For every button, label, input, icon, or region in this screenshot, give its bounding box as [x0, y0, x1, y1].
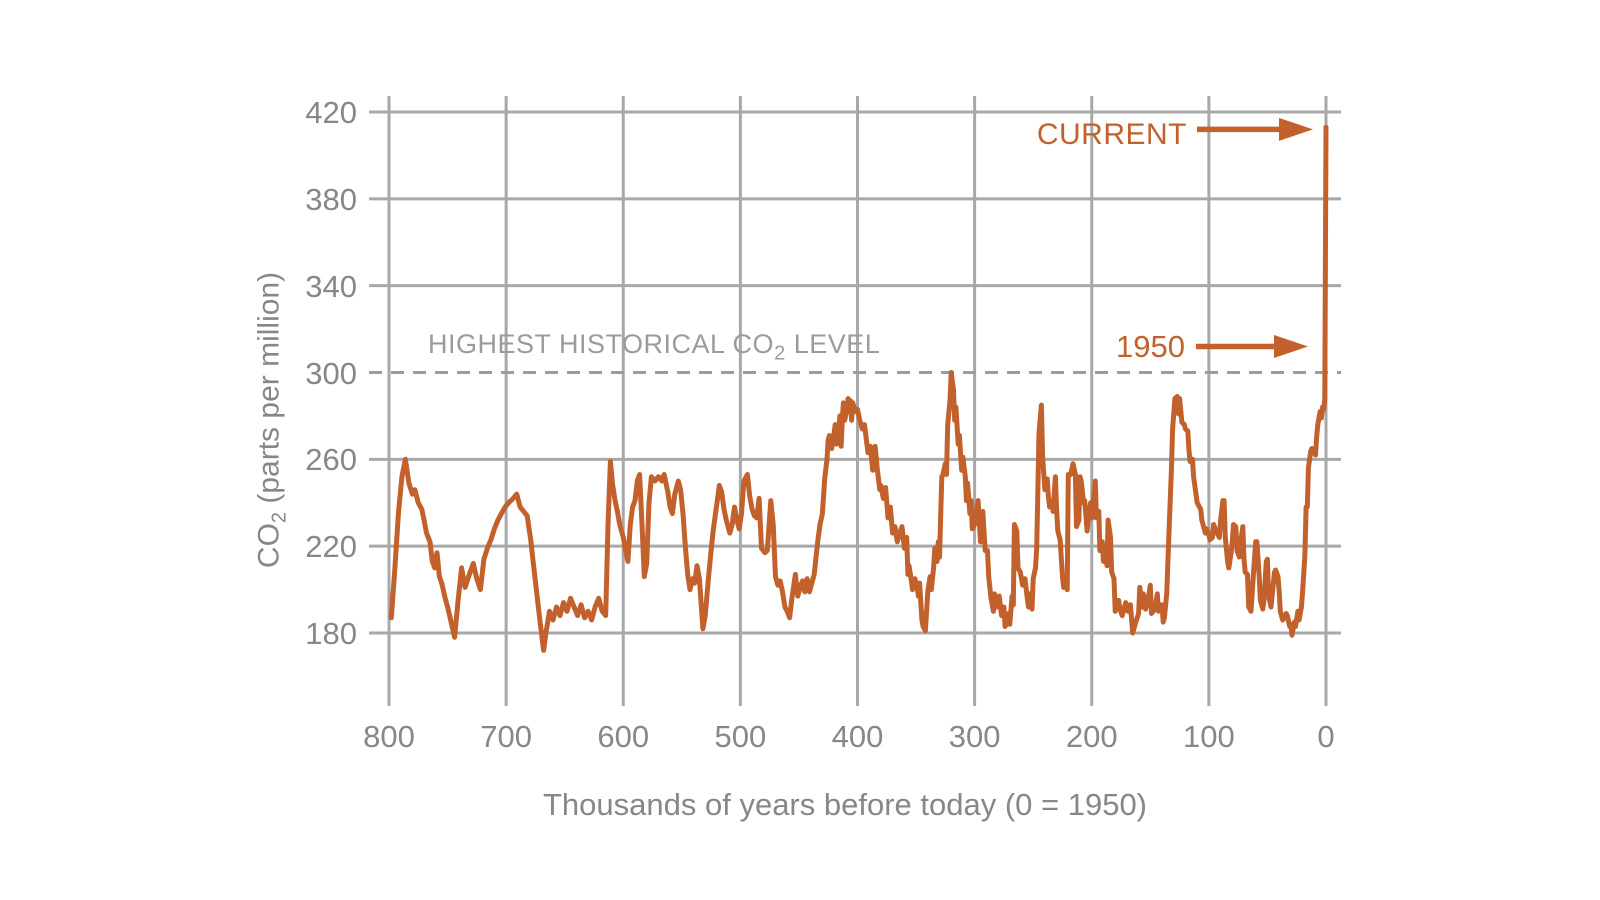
y-axis-title-units: (parts per million): [252, 271, 286, 512]
highest-historical-label-subscript: 2: [774, 342, 786, 365]
x-tick-label: 100: [1183, 719, 1235, 754]
y-tick-label: 180: [305, 616, 357, 651]
x-tick-label: 200: [1065, 719, 1118, 754]
y-tick-label: 340: [305, 268, 357, 304]
co2-line: [388, 124, 1329, 653]
year-1950-arrow-icon: [1196, 334, 1308, 358]
highest-historical-label-text: HIGHEST HISTORICAL CO: [428, 329, 775, 359]
arrow-head: [1274, 334, 1308, 358]
year-1950-annotation-label: 1950: [1116, 329, 1185, 364]
arrow-head: [1279, 117, 1313, 141]
x-tick-label: 600: [597, 719, 650, 754]
gridlines: [369, 96, 1341, 706]
y-axis-title: CO2 (parts per million): [253, 272, 292, 568]
highest-historical-label: HIGHEST HISTORICAL CO2 LEVEL: [428, 329, 880, 365]
y-tick-label: 300: [305, 355, 357, 391]
y-tick-label: 380: [305, 181, 357, 217]
x-tick-label: 800: [363, 719, 415, 754]
y-axis-title-subscript: 2: [268, 511, 291, 524]
y-tick-label: 260: [305, 442, 357, 478]
x-tick-label: 400: [831, 719, 884, 754]
y-tick-label: 220: [305, 529, 357, 565]
current-annotation-label: CURRENT: [1036, 118, 1187, 151]
highest-historical-label-suffix: LEVEL: [785, 329, 881, 359]
y-tick-label: 420: [305, 95, 357, 130]
x-tick-label: 700: [480, 719, 532, 754]
x-tick-label: 0: [1317, 719, 1335, 754]
current-arrow-icon: [1197, 117, 1313, 141]
x-tick-label: 300: [948, 719, 1001, 754]
x-axis-title: Thousands of years before today (0 = 195…: [542, 787, 1148, 822]
x-tick-label: 500: [714, 719, 767, 754]
y-axis-title-text: CO: [252, 523, 286, 569]
